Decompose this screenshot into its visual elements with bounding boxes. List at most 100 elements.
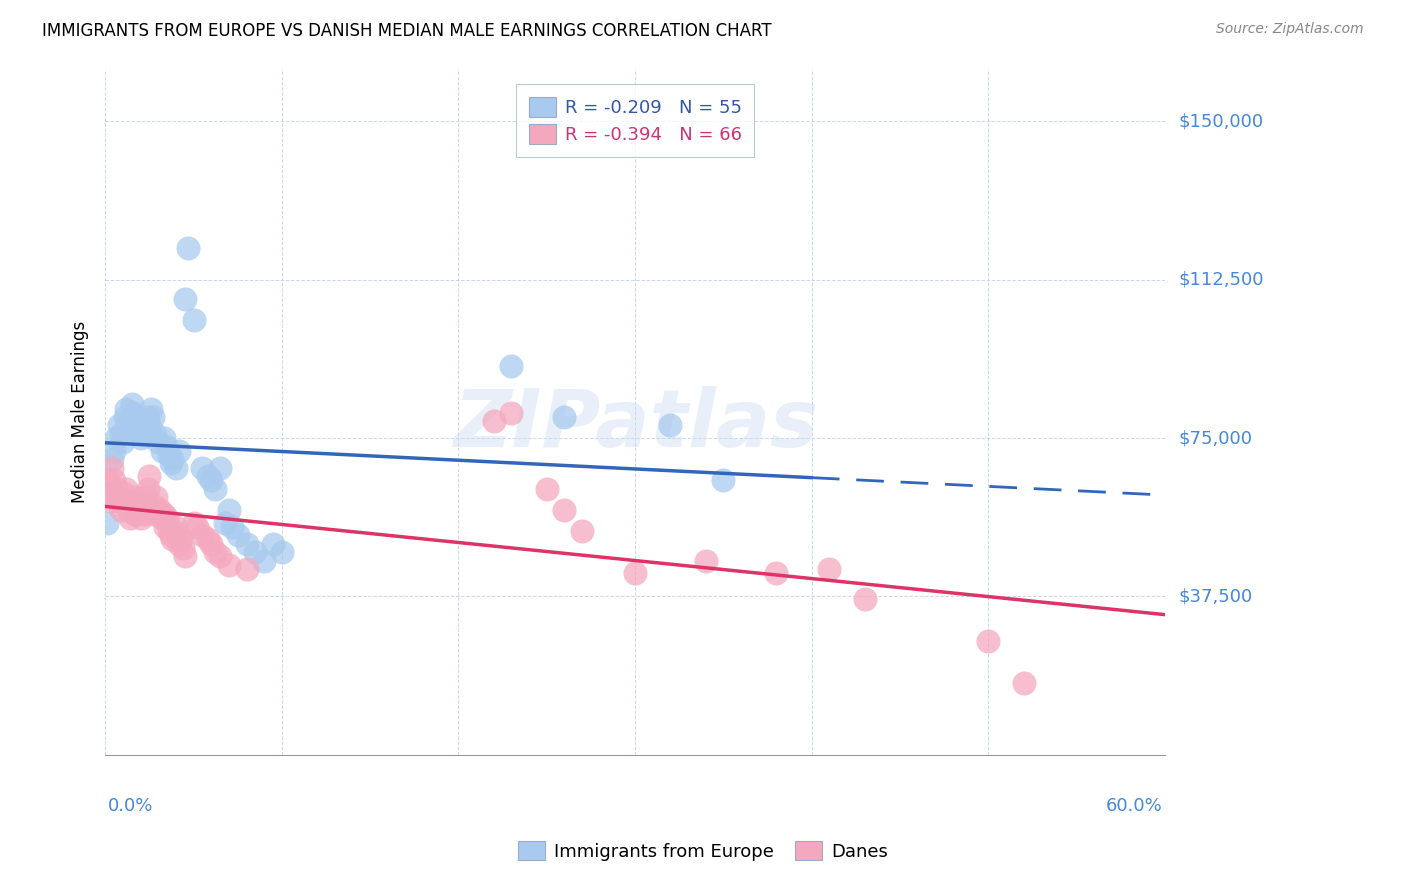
Point bbox=[166, 528, 188, 542]
Point bbox=[1012, 676, 1035, 690]
Point bbox=[115, 401, 138, 416]
Point bbox=[128, 423, 150, 437]
Point bbox=[695, 553, 717, 567]
Point bbox=[186, 520, 208, 534]
Point bbox=[253, 553, 276, 567]
Text: $37,500: $37,500 bbox=[1180, 588, 1253, 606]
Point bbox=[204, 545, 226, 559]
Point bbox=[145, 490, 167, 504]
Point bbox=[108, 494, 131, 508]
Point bbox=[139, 503, 162, 517]
Point bbox=[114, 494, 136, 508]
Point bbox=[173, 549, 195, 564]
Point bbox=[172, 541, 194, 555]
Point bbox=[165, 460, 187, 475]
Point bbox=[191, 528, 214, 542]
Point bbox=[103, 474, 125, 488]
Point bbox=[121, 397, 143, 411]
Point bbox=[114, 409, 136, 424]
Point bbox=[571, 524, 593, 538]
Point bbox=[159, 528, 181, 542]
Point bbox=[553, 503, 575, 517]
Legend: R = -0.209   N = 55, R = -0.394   N = 66: R = -0.209 N = 55, R = -0.394 N = 66 bbox=[516, 85, 755, 157]
Point bbox=[152, 507, 174, 521]
Point bbox=[118, 423, 141, 437]
Point bbox=[165, 520, 187, 534]
Point bbox=[150, 511, 173, 525]
Point bbox=[177, 241, 200, 255]
Point bbox=[111, 486, 134, 500]
Point bbox=[818, 562, 841, 576]
Point bbox=[110, 426, 132, 441]
Point bbox=[853, 591, 876, 606]
Point bbox=[129, 431, 152, 445]
Point bbox=[197, 469, 219, 483]
Point bbox=[142, 507, 165, 521]
Point bbox=[100, 494, 122, 508]
Point bbox=[553, 409, 575, 424]
Point bbox=[262, 537, 284, 551]
Point bbox=[107, 490, 129, 504]
Point bbox=[148, 507, 170, 521]
Point bbox=[214, 516, 236, 530]
Point bbox=[169, 537, 191, 551]
Point bbox=[136, 482, 159, 496]
Point bbox=[157, 524, 180, 538]
Point bbox=[221, 520, 243, 534]
Point bbox=[162, 533, 184, 547]
Point bbox=[482, 414, 505, 428]
Point bbox=[132, 507, 155, 521]
Text: Source: ZipAtlas.com: Source: ZipAtlas.com bbox=[1216, 22, 1364, 37]
Point bbox=[131, 414, 153, 428]
Point bbox=[183, 313, 205, 327]
Point bbox=[110, 503, 132, 517]
Point bbox=[501, 406, 523, 420]
Point bbox=[104, 482, 127, 496]
Text: $112,500: $112,500 bbox=[1180, 270, 1264, 289]
Point bbox=[204, 482, 226, 496]
Point bbox=[208, 549, 231, 564]
Point bbox=[218, 558, 240, 572]
Point bbox=[155, 520, 177, 534]
Point bbox=[200, 537, 222, 551]
Point bbox=[139, 401, 162, 416]
Point bbox=[138, 469, 160, 483]
Point bbox=[135, 490, 157, 504]
Y-axis label: Median Male Earnings: Median Male Earnings bbox=[72, 320, 89, 503]
Point bbox=[162, 452, 184, 467]
Point bbox=[128, 503, 150, 517]
Point bbox=[136, 409, 159, 424]
Point bbox=[142, 409, 165, 424]
Point bbox=[111, 435, 134, 450]
Point bbox=[226, 528, 249, 542]
Point bbox=[157, 448, 180, 462]
Point bbox=[125, 409, 148, 424]
Point bbox=[132, 423, 155, 437]
Point bbox=[163, 524, 186, 538]
Text: $75,000: $75,000 bbox=[1180, 429, 1253, 447]
Point bbox=[124, 418, 146, 433]
Point bbox=[245, 545, 267, 559]
Point bbox=[117, 414, 139, 428]
Text: 0.0%: 0.0% bbox=[108, 797, 153, 814]
Point bbox=[135, 426, 157, 441]
Point bbox=[97, 486, 120, 500]
Point bbox=[122, 406, 145, 420]
Point bbox=[200, 474, 222, 488]
Point bbox=[96, 474, 118, 488]
Point bbox=[170, 533, 193, 547]
Point bbox=[149, 503, 172, 517]
Point bbox=[156, 511, 179, 525]
Legend: Immigrants from Europe, Danes: Immigrants from Europe, Danes bbox=[509, 832, 897, 870]
Point bbox=[183, 516, 205, 530]
Point bbox=[536, 482, 558, 496]
Point bbox=[118, 511, 141, 525]
Point bbox=[150, 443, 173, 458]
Point bbox=[131, 499, 153, 513]
Point bbox=[148, 435, 170, 450]
Point bbox=[270, 545, 292, 559]
Point bbox=[713, 474, 735, 488]
Point bbox=[765, 566, 787, 581]
Point bbox=[235, 537, 257, 551]
Point bbox=[129, 511, 152, 525]
